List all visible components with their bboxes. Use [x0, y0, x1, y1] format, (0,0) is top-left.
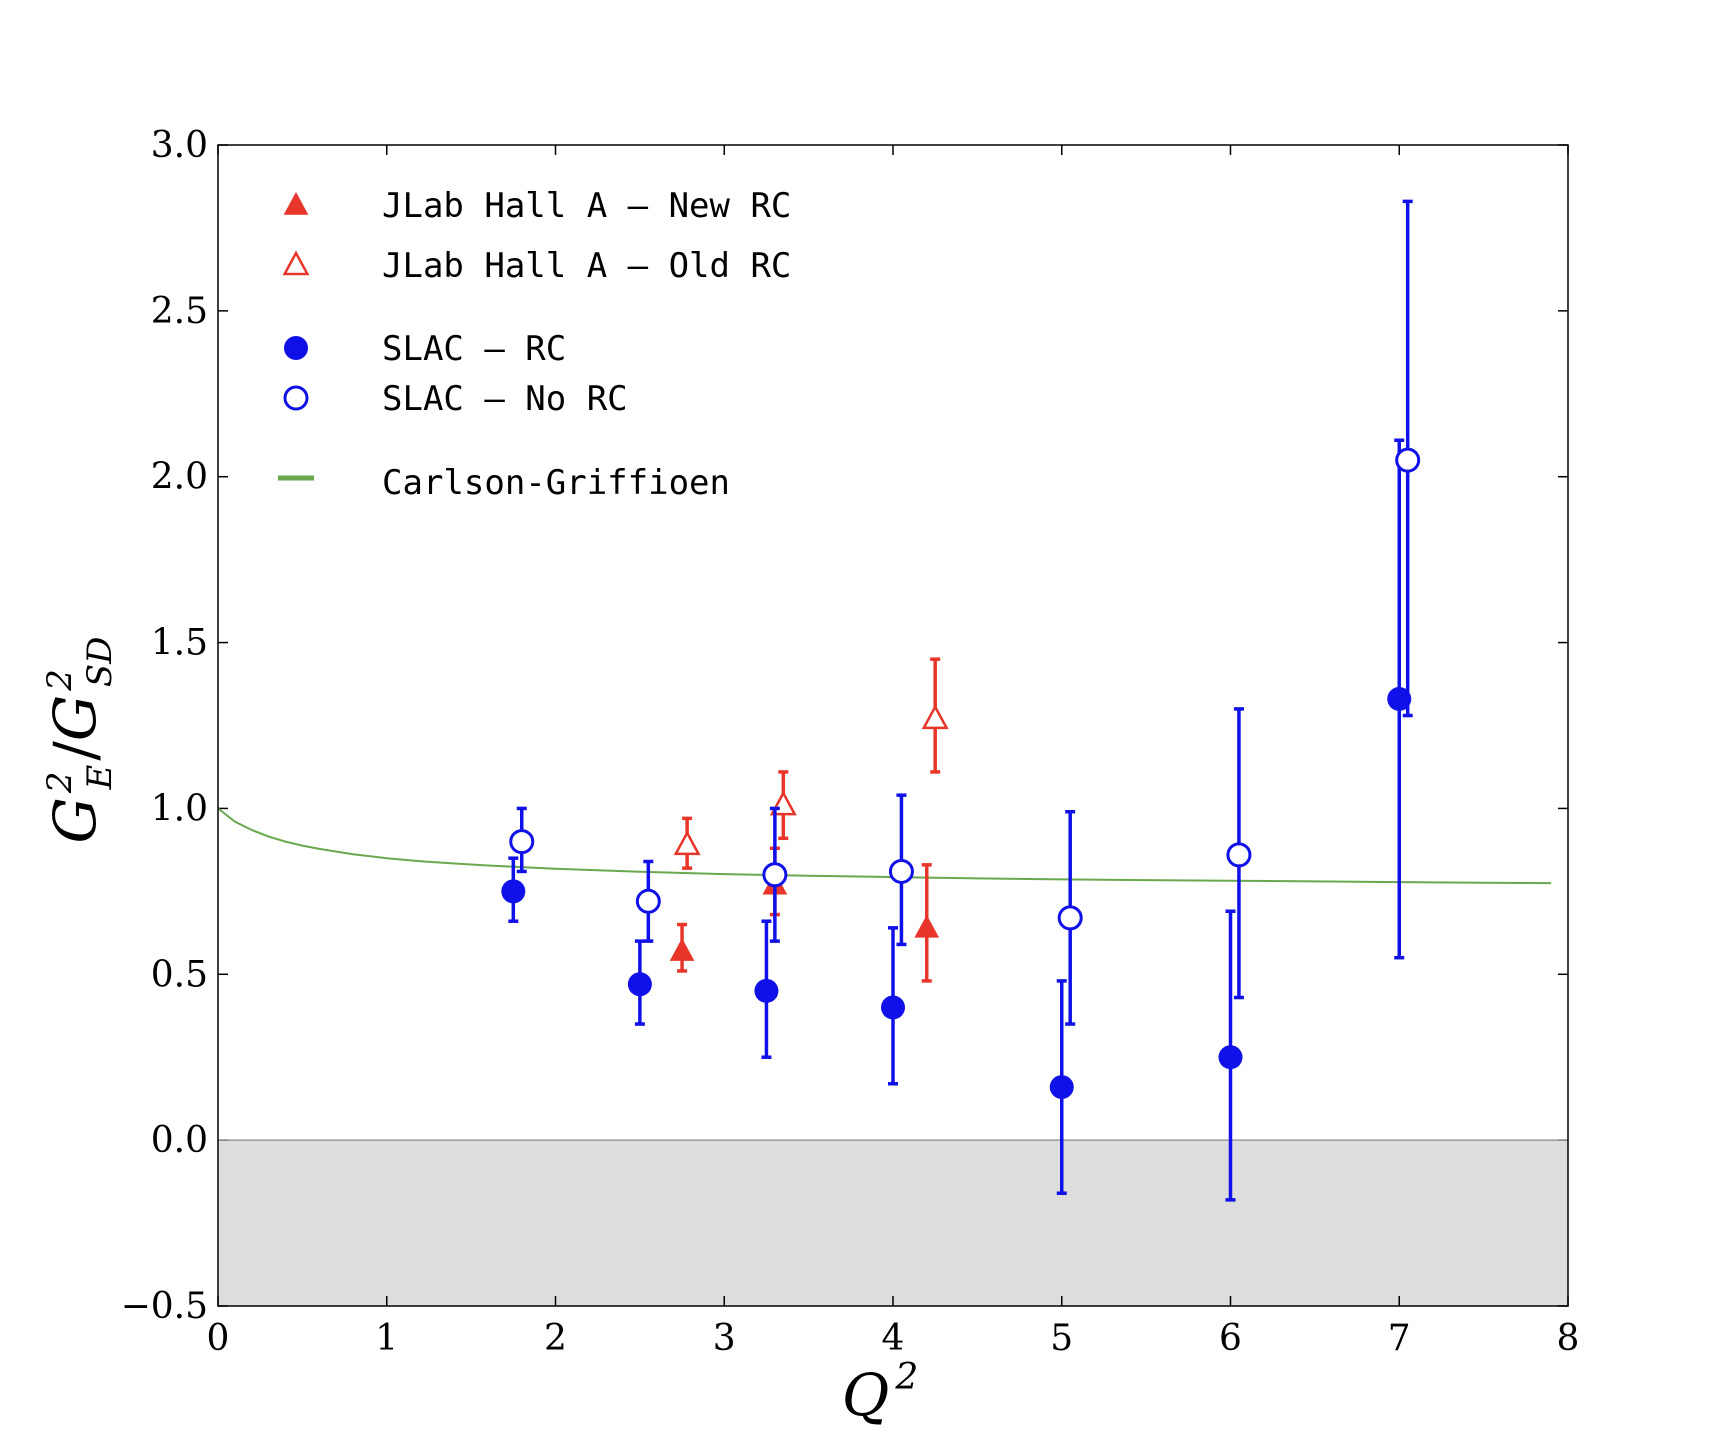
data-points-layer [501, 199, 1421, 1202]
legend-marker [284, 336, 308, 360]
x-tick-label: 4 [882, 1318, 905, 1359]
y-axis-label-num-sub: E [80, 764, 120, 790]
y-axis-label-main: G [41, 797, 109, 843]
y-tick-label: 3.0 [151, 125, 208, 166]
legend-label: Carlson-Griffioen [382, 463, 730, 503]
data-point [754, 978, 779, 1003]
data-point [669, 938, 695, 961]
data-point [881, 995, 905, 1020]
legend: JLab Hall A — New RC JLab Hall A — Old RC… [278, 186, 791, 503]
data-point [1218, 1045, 1243, 1070]
data-point [1387, 686, 1412, 711]
legend-label: SLAC — No RC [382, 379, 628, 419]
legend-label: JLab Hall A — Old RC [382, 246, 791, 286]
axis-ticks [217, 144, 1569, 1307]
y-tick-label: 0.5 [151, 954, 208, 995]
carlson-griffioen-curve [217, 807, 1552, 885]
legend-marker [283, 192, 309, 215]
y-axis-label: G2E/G2SD [40, 637, 120, 844]
x-tick-label: 6 [1219, 1318, 1242, 1359]
x-tick-label: 3 [713, 1318, 736, 1359]
x-tick-label: 2 [544, 1318, 567, 1359]
x-tick-label: 7 [1388, 1318, 1411, 1359]
x-axis-label-superscript: 2 [894, 1357, 918, 1398]
data-point [635, 888, 661, 914]
y-axis-label-den-sub: SD [80, 637, 120, 688]
x-tick-label: 8 [1557, 1318, 1580, 1359]
data-point [509, 829, 535, 855]
y-tick-labels: −0.5 0.0 0.5 1.0 1.5 2.0 2.5 3.0 [121, 125, 208, 1327]
x-tick-labels: 0 1 2 3 4 5 6 7 8 [207, 1318, 1580, 1359]
y-axis-label-den-sup: 2 [40, 669, 80, 692]
series-1 [673, 657, 949, 870]
data-point [914, 914, 940, 938]
y-axis-label-num-sup: 2 [40, 771, 80, 794]
curve-layer [217, 807, 1568, 1141]
y-tick-label: 0.0 [151, 1120, 208, 1161]
y-tick-label: 2.5 [151, 291, 208, 332]
shaded-negative-region [218, 1140, 1568, 1306]
data-point [673, 830, 701, 856]
data-point [627, 972, 652, 997]
legend-label: JLab Hall A — New RC [382, 186, 791, 226]
data-point [1049, 1075, 1074, 1100]
y-tick-label: 1.0 [151, 788, 208, 829]
legend-label: SLAC — RC [382, 329, 566, 369]
y-tick-label: 2.0 [151, 457, 208, 498]
data-point [501, 879, 526, 904]
y-tick-label: −0.5 [121, 1286, 208, 1327]
series-2 [501, 438, 1412, 1202]
x-tick-label: 0 [207, 1318, 230, 1359]
legend-marker [283, 385, 309, 411]
data-point [921, 704, 949, 730]
y-tick-label: 1.5 [151, 623, 208, 664]
data-point [1395, 447, 1421, 473]
series-3 [509, 199, 1421, 1026]
plot-frame [217, 144, 1569, 1307]
x-tick-label: 5 [1050, 1318, 1073, 1359]
y-axis-label-slash: / [41, 741, 109, 761]
y-axis-label-den-main: G [41, 695, 109, 741]
data-point [1226, 842, 1252, 868]
x-tick-label: 1 [375, 1318, 398, 1359]
legend-marker [282, 250, 310, 276]
data-point [888, 858, 914, 884]
data-point [762, 862, 788, 888]
data-point [1057, 905, 1083, 931]
x-axis-label-main: Q [842, 1361, 890, 1429]
